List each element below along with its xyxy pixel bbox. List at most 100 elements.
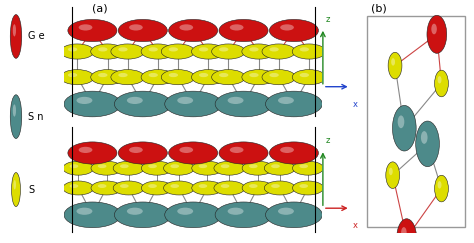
Circle shape xyxy=(111,69,145,85)
Circle shape xyxy=(299,164,308,168)
Circle shape xyxy=(249,184,258,188)
Circle shape xyxy=(68,19,117,42)
Circle shape xyxy=(169,73,178,77)
Circle shape xyxy=(221,184,229,188)
Circle shape xyxy=(264,161,295,175)
Text: x: x xyxy=(352,100,357,109)
Circle shape xyxy=(129,147,143,153)
Circle shape xyxy=(242,181,273,195)
Circle shape xyxy=(169,142,218,164)
Circle shape xyxy=(265,91,322,117)
Circle shape xyxy=(280,147,294,153)
Circle shape xyxy=(169,47,178,52)
Circle shape xyxy=(242,161,273,175)
Circle shape xyxy=(70,184,78,188)
Circle shape xyxy=(421,131,428,144)
Circle shape xyxy=(292,69,326,85)
Circle shape xyxy=(242,69,275,85)
Circle shape xyxy=(79,24,92,31)
Circle shape xyxy=(120,184,128,188)
Circle shape xyxy=(228,208,244,215)
Circle shape xyxy=(278,208,294,215)
Circle shape xyxy=(118,47,128,52)
Circle shape xyxy=(68,73,77,77)
Circle shape xyxy=(386,162,400,189)
Circle shape xyxy=(79,147,92,153)
Circle shape xyxy=(438,181,441,189)
Circle shape xyxy=(63,161,94,175)
Circle shape xyxy=(300,47,309,52)
Circle shape xyxy=(398,115,404,128)
Circle shape xyxy=(170,164,179,168)
Circle shape xyxy=(215,202,272,228)
Circle shape xyxy=(141,69,175,85)
Circle shape xyxy=(401,227,407,238)
Circle shape xyxy=(68,47,77,52)
Circle shape xyxy=(228,97,244,104)
Circle shape xyxy=(269,47,279,52)
Circle shape xyxy=(391,58,395,66)
Circle shape xyxy=(148,184,157,188)
Circle shape xyxy=(219,73,228,77)
Circle shape xyxy=(280,24,294,31)
Bar xyxy=(367,17,465,226)
Text: S n: S n xyxy=(28,112,44,122)
Circle shape xyxy=(64,202,121,228)
Circle shape xyxy=(148,164,157,168)
Circle shape xyxy=(148,47,158,52)
Circle shape xyxy=(118,73,128,77)
Circle shape xyxy=(91,161,122,175)
Circle shape xyxy=(141,44,175,59)
Text: z: z xyxy=(326,136,330,145)
Circle shape xyxy=(98,47,108,52)
Circle shape xyxy=(230,24,244,31)
Circle shape xyxy=(214,181,245,195)
Circle shape xyxy=(199,184,207,188)
Circle shape xyxy=(219,142,268,164)
Circle shape xyxy=(249,73,259,77)
Circle shape xyxy=(165,91,221,117)
Circle shape xyxy=(114,91,171,117)
Circle shape xyxy=(118,142,167,164)
Circle shape xyxy=(278,97,294,104)
Circle shape xyxy=(269,73,279,77)
Circle shape xyxy=(177,208,193,215)
Circle shape xyxy=(161,44,195,59)
Circle shape xyxy=(91,181,122,195)
Circle shape xyxy=(70,164,78,168)
Circle shape xyxy=(211,44,245,59)
Circle shape xyxy=(63,181,94,195)
Circle shape xyxy=(64,91,121,117)
Circle shape xyxy=(61,69,94,85)
Circle shape xyxy=(180,147,193,153)
Text: (a): (a) xyxy=(92,4,107,14)
Circle shape xyxy=(392,105,416,151)
Circle shape xyxy=(211,69,245,85)
Circle shape xyxy=(416,121,439,167)
Circle shape xyxy=(141,161,173,175)
Text: S: S xyxy=(28,184,34,195)
Circle shape xyxy=(215,91,272,117)
Circle shape xyxy=(98,184,107,188)
Circle shape xyxy=(180,24,193,31)
Circle shape xyxy=(11,173,20,207)
Circle shape xyxy=(214,161,245,175)
Circle shape xyxy=(199,73,208,77)
Text: z: z xyxy=(326,15,330,24)
Circle shape xyxy=(271,164,280,168)
Circle shape xyxy=(164,161,194,175)
Circle shape xyxy=(438,76,441,84)
Circle shape xyxy=(98,73,108,77)
Circle shape xyxy=(148,73,158,77)
Circle shape xyxy=(431,24,437,34)
Circle shape xyxy=(265,202,322,228)
Circle shape xyxy=(388,52,402,79)
Circle shape xyxy=(192,181,223,195)
Circle shape xyxy=(114,202,171,228)
Circle shape xyxy=(91,69,124,85)
Circle shape xyxy=(221,164,229,168)
Circle shape xyxy=(118,19,167,42)
Circle shape xyxy=(299,184,308,188)
Text: x: x xyxy=(352,221,357,230)
Circle shape xyxy=(113,181,144,195)
